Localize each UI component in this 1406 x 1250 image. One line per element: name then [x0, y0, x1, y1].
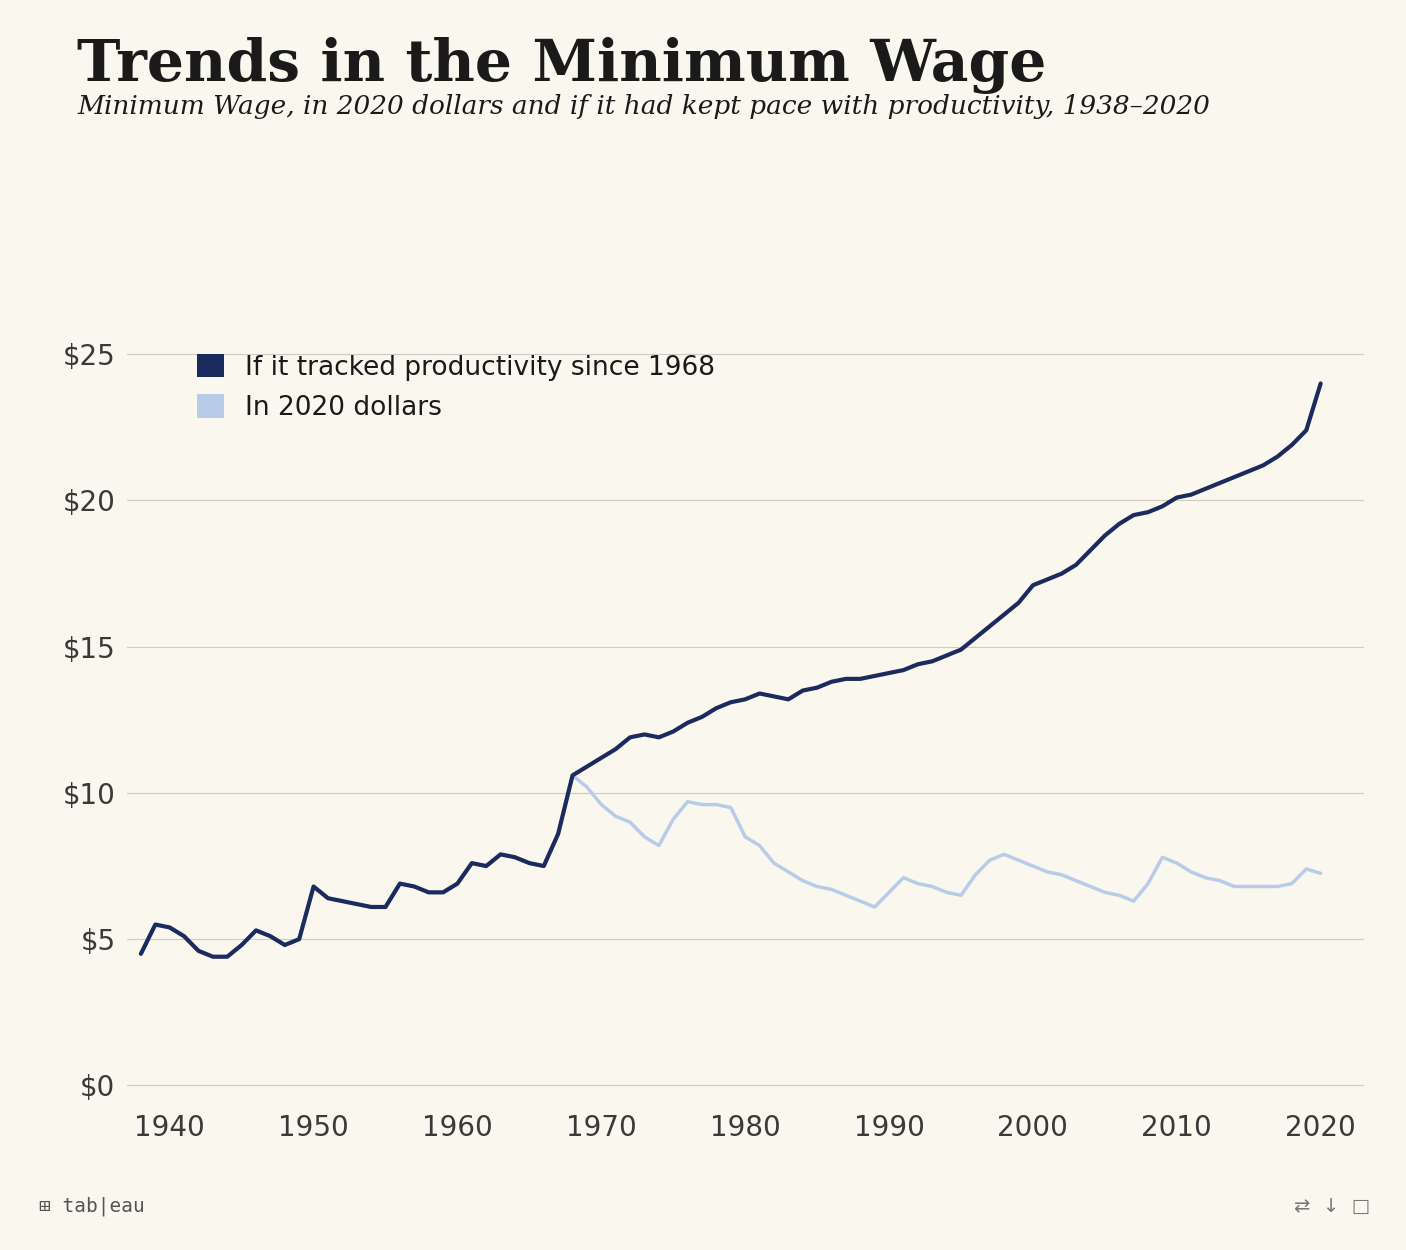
- Text: Trends in the Minimum Wage: Trends in the Minimum Wage: [77, 38, 1046, 95]
- Legend: If it tracked productivity since 1968, In 2020 dollars: If it tracked productivity since 1968, I…: [190, 346, 723, 429]
- Text: ⊞ tab|eau: ⊞ tab|eau: [39, 1196, 145, 1216]
- Text: Minimum Wage, in 2020 dollars and if it had kept pace with productivity, 1938–20: Minimum Wage, in 2020 dollars and if it …: [77, 94, 1211, 119]
- Text: ⇄  ↓  □: ⇄ ↓ □: [1294, 1196, 1369, 1216]
